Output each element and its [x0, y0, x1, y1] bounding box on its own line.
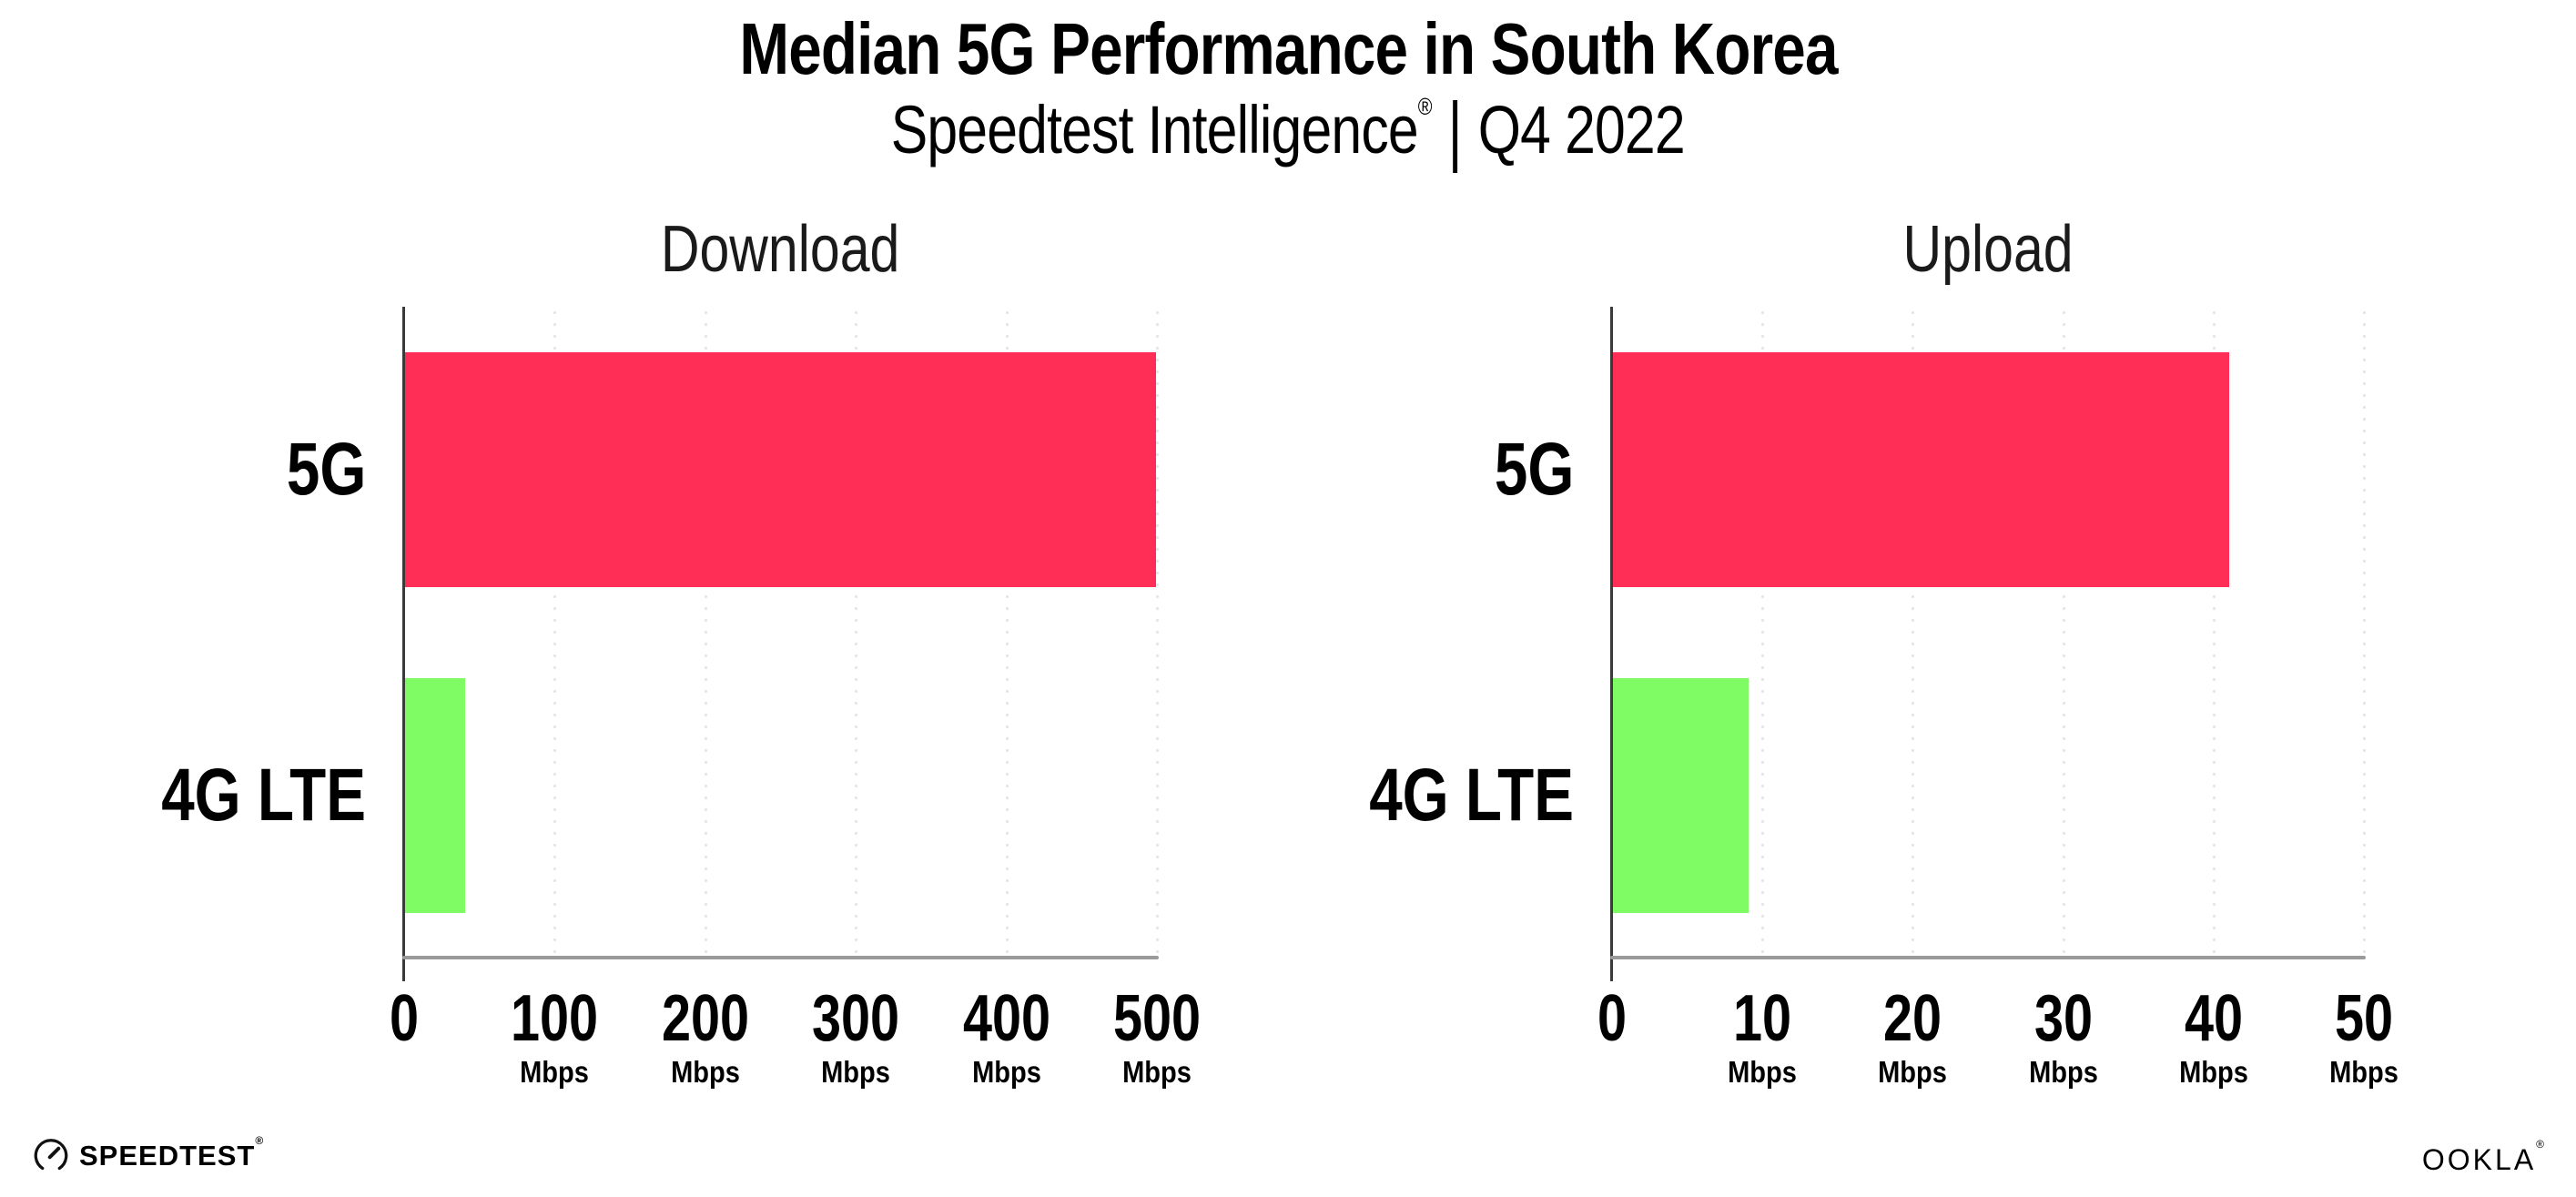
x-tick-unit-300: Mbps [821, 1055, 891, 1089]
x-tick-unit-40: Mbps [2178, 1055, 2248, 1089]
x-tick-unit-100: Mbps [520, 1055, 590, 1089]
x-tick-unit-10: Mbps [1728, 1055, 1798, 1089]
download-chart: Download 5G 4G LTE 0 100 Mbps 200 Mbps 300 Mbps 40… [161, 213, 1201, 1087]
category-label-4g-lte: 4G LTE [161, 754, 366, 837]
x-tick-label-300: 300 [812, 982, 900, 1055]
x-tick-unit-50: Mbps [2329, 1055, 2399, 1089]
x-tick-label-200: 200 [661, 982, 749, 1055]
main-title-text: Median 5G Performance in South Korea [738, 8, 1838, 89]
gridline-30 [2062, 307, 2065, 959]
x-tick-label-0: 0 [389, 982, 420, 1055]
subtitle-period: Q4 2022 [1477, 92, 1686, 167]
ookla-label: OOKLA [2421, 1143, 2537, 1176]
category-label-5g: 5G [1494, 428, 1574, 511]
x-tick-label-40: 40 [2184, 982, 2243, 1055]
x-axis-line [402, 956, 1159, 959]
x-tick-label-30: 30 [2033, 982, 2093, 1055]
x-tick-unit-400: Mbps [971, 1055, 1041, 1089]
subtitle-separator: | [1447, 86, 1463, 174]
speedtest-gauge-icon [34, 1139, 68, 1171]
x-tick-unit-200: Mbps [670, 1055, 740, 1089]
x-axis-line [1610, 956, 2366, 959]
speedtest-logo: SPEEDTEST® [33, 1134, 264, 1174]
x-tick-label-0: 0 [1597, 982, 1628, 1055]
x-tick-label-50: 50 [2334, 982, 2394, 1055]
bar-4g-lte [1613, 678, 1749, 913]
ookla-logo: OOKLA® [2421, 1138, 2547, 1177]
subtitle-text: Speedtest Intelligence® | Q4 2022 [890, 86, 1686, 173]
bar-5g [405, 352, 1157, 587]
subtitle-brand: Speedtest Intelligence [890, 92, 1419, 167]
x-tick-label-100: 100 [511, 982, 599, 1055]
y-axis-line [1610, 307, 1613, 981]
main-title: Median 5G Performance in South Korea [0, 7, 2576, 91]
gridline-100 [553, 307, 557, 959]
chart-title-download: Download [404, 212, 1157, 287]
y-axis-line [402, 307, 405, 981]
gridline-20 [1912, 307, 1915, 959]
upload-chart: Upload 5G 4G LTE 0 10 Mbps 20 Mbps 30 Mbps 40 Mbps 5… [1369, 213, 2399, 1087]
x-tick-unit-30: Mbps [2028, 1055, 2098, 1089]
subtitle: Speedtest Intelligence® | Q4 2022 [0, 86, 2576, 173]
x-tick-unit-20: Mbps [1878, 1055, 1948, 1089]
ookla-trademark-icon: ® [2536, 1138, 2547, 1151]
x-tick-unit-500: Mbps [1122, 1055, 1192, 1089]
chart-title-text-download: Download [661, 213, 900, 286]
x-tick-label-10: 10 [1733, 982, 1792, 1055]
x-tick-label-400: 400 [962, 982, 1050, 1055]
gridline-200 [704, 307, 707, 959]
chart-title-upload: Upload [1612, 212, 2364, 287]
registered-trademark-icon: ® [1418, 93, 1433, 120]
category-label-4g-lte: 4G LTE [1369, 754, 1574, 837]
chart-title-text-upload: Upload [1902, 213, 2074, 286]
speedtest-trademark-icon: ® [255, 1134, 265, 1147]
bar-5g [1613, 352, 2230, 587]
gridline-40 [2212, 307, 2216, 959]
speedtest-label: SPEEDTEST [79, 1140, 256, 1172]
speedtest-wordmark: SPEEDTEST® [79, 1134, 264, 1172]
bar-4g-lte [405, 678, 466, 913]
gridline-400 [1005, 307, 1009, 959]
x-tick-label-500: 500 [1112, 982, 1202, 1055]
gridline-500 [1156, 307, 1159, 959]
gridline-50 [2363, 307, 2366, 959]
gridline-300 [855, 307, 858, 959]
category-label-5g: 5G [286, 428, 366, 511]
gridline-10 [1761, 307, 1765, 959]
x-tick-label-20: 20 [1883, 982, 1942, 1055]
